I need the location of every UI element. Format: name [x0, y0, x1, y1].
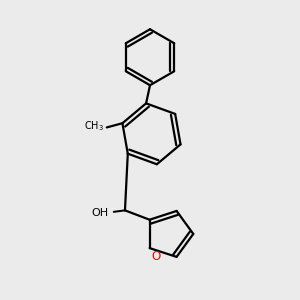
Text: OH: OH	[92, 208, 109, 218]
Text: O: O	[151, 250, 160, 262]
Text: CH$_3$: CH$_3$	[84, 120, 104, 134]
